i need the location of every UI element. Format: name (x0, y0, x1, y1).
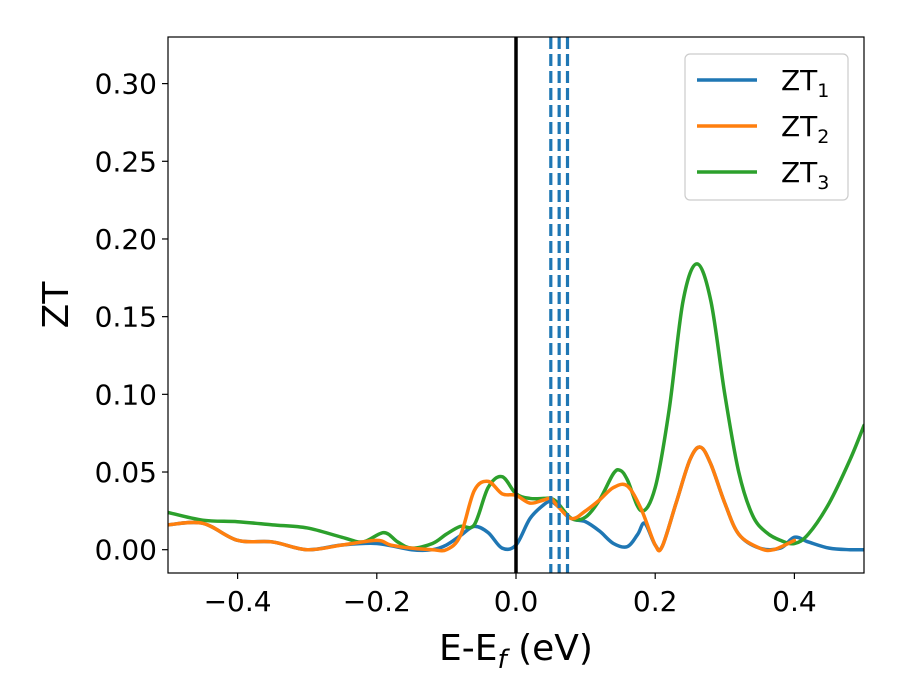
x-tick-label: 0.4 (772, 585, 817, 618)
series-line-zt3 (168, 262, 864, 550)
y-tick-label: 0.20 (95, 223, 157, 256)
y-tick-label: 0.05 (95, 456, 157, 489)
x-tick-label: −0.2 (343, 585, 411, 618)
x-tick-label: 0.2 (633, 585, 678, 618)
y-tick-label: 0.00 (95, 534, 157, 567)
plot-area (168, 37, 864, 573)
legend-box (684, 53, 849, 201)
legend: ZT1 ZT2 ZT3 (684, 53, 849, 201)
x-tick-label: 0.0 (494, 585, 539, 618)
axis-ticks: −0.4 −0.2 0.0 0.2 0.4 0.00 0.05 0.10 0.15 0.20 0.2… (95, 68, 817, 618)
y-tick-label: 0.10 (95, 378, 157, 411)
x-tick-label: −0.4 (204, 585, 272, 618)
legend-label-zt1: ZT1 (781, 64, 829, 102)
y-tick-label: 0.30 (95, 68, 157, 101)
y-tick-label: 0.15 (95, 301, 157, 334)
series-line-zt2 (168, 445, 797, 553)
legend-label-zt2: ZT2 (781, 110, 829, 148)
y-tick-label: 0.25 (95, 145, 157, 178)
x-axis-label: E-Ef (eV) (439, 628, 593, 675)
legend-label-zt3: ZT3 (781, 156, 829, 194)
y-axis-label: ZT (36, 281, 77, 329)
